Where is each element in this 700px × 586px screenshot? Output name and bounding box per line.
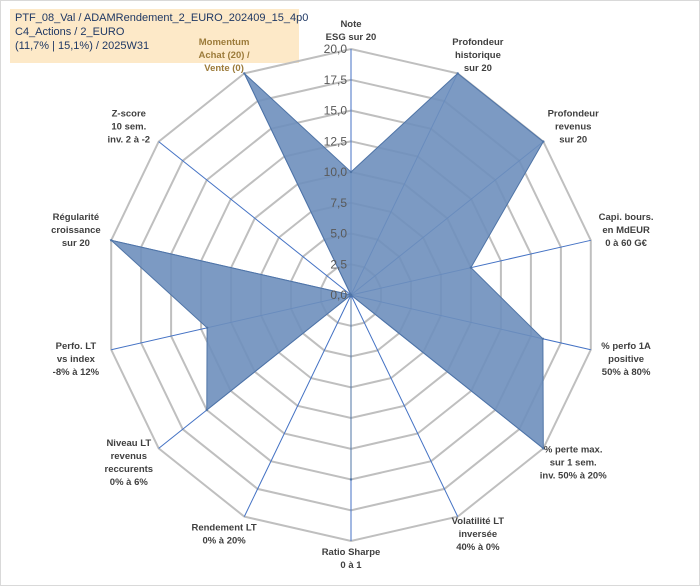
axis-label-12: Z-score 10 sem. inv. 2 à -2 <box>108 109 151 146</box>
axis-label-line: historique <box>455 50 501 61</box>
axis-label-7: Ratio Sharpe 0 à 1 <box>322 547 381 571</box>
tick-label-0: 0,0 <box>330 288 347 302</box>
axis-label-line: Profondeur <box>548 109 599 120</box>
axis-label-9: Niveau LT revenus reccurents 0% à 6% <box>105 438 154 488</box>
data-point-5 <box>542 447 545 450</box>
axis-label-1: Profondeur historique sur 20 <box>452 37 503 74</box>
axis-label-13: Momentum Achat (20) / Vente (0) <box>198 37 250 74</box>
tick-label-1: 2,5 <box>330 257 347 271</box>
axis-label-line: % perte max. <box>544 444 603 455</box>
axis-label-line: Note <box>340 19 361 30</box>
axis-label-line: 0% à 6% <box>110 477 149 488</box>
data-point-10 <box>205 326 209 329</box>
axis-label-line: Régularité <box>53 212 99 223</box>
axis-label-8: Rendement LT 0% à 20% <box>191 522 256 546</box>
data-point-12 <box>349 293 353 297</box>
axis-label-line: inversée <box>459 529 498 540</box>
axis-label-line: Achat (20) / <box>198 50 250 61</box>
axis-label-line: Profondeur <box>452 37 503 48</box>
tick-label-7: 17,5 <box>324 73 348 87</box>
axis-label-line: vs index <box>57 354 96 365</box>
axis-label-line: revenus <box>111 451 147 462</box>
data-point-7 <box>349 478 353 481</box>
axis-spoke-12 <box>158 141 352 296</box>
axis-label-line: revenus <box>555 122 591 133</box>
data-point-4 <box>541 337 545 340</box>
axis-spoke-8 <box>243 294 352 517</box>
title-line-portfolio: PTF_08_Val / ADAMRendement_2_EURO_202409… <box>15 12 309 24</box>
axis-label-line: Capi. bours. <box>599 212 654 223</box>
axis-label-11: Régularité croissance sur 20 <box>51 212 101 249</box>
axis-label-10: Perfo. LT vs index -8% à 12% <box>53 341 100 378</box>
axis-label-line: Z-score <box>112 109 146 120</box>
axis-label-line: 0 à 60 G€ <box>605 238 647 249</box>
tick-label-3: 7,5 <box>330 196 347 210</box>
axis-label-4: % perfo 1A positive 50% à 80% <box>601 341 651 378</box>
axis-label-line: sur 20 <box>464 63 492 74</box>
axis-label-line: croissance <box>51 225 101 236</box>
tick-label-5: 12,5 <box>324 134 348 148</box>
axis-label-line: reccurents <box>105 464 154 475</box>
axis-label-5: % perte max. sur 1 sem. inv. 50% à 20% <box>540 444 607 481</box>
axis-label-line: inv. 2 à -2 <box>108 135 151 146</box>
axis-label-line: ESG sur 20 <box>326 32 377 43</box>
tick-label-8: 20,0 <box>324 42 348 56</box>
axis-label-line: en MdEUR <box>602 225 650 236</box>
data-point-3 <box>469 266 473 269</box>
axis-label-line: 0% à 20% <box>202 535 246 546</box>
axis-label-line: Ratio Sharpe <box>322 547 381 558</box>
tick-label-4: 10,0 <box>324 165 348 179</box>
tick-label-2: 5,0 <box>330 227 347 241</box>
axis-label-line: Vente (0) <box>204 63 244 74</box>
data-point-0 <box>349 170 353 174</box>
data-point-1 <box>456 72 459 75</box>
axis-label-line: sur 1 sem. <box>550 457 597 468</box>
axis-label-line: 10 sem. <box>111 122 146 133</box>
chart-title-box: PTF_08_Val / ADAMRendement_2_EURO_202409… <box>10 9 309 63</box>
title-line-stats: (11,7% | 15,1%) / 2025W31 <box>15 40 150 52</box>
axis-label-line: 0 à 1 <box>340 560 362 571</box>
axis-spoke-6 <box>350 294 459 517</box>
axis-label-line: Momentum <box>199 37 250 48</box>
axis-label-line: sur 20 <box>62 238 90 249</box>
axis-label-line: Rendement LT <box>191 522 256 533</box>
axis-label-line: -8% à 12% <box>53 367 100 378</box>
title-line-category: C4_Actions / 2_EURO <box>15 26 125 38</box>
axis-label-line: 40% à 0% <box>456 542 500 553</box>
axis-label-line: 50% à 80% <box>602 367 651 378</box>
axis-label-2: Profondeur revenus sur 20 <box>548 109 599 146</box>
data-point-11 <box>110 239 113 242</box>
axis-label-line: positive <box>608 354 644 365</box>
axis-label-0: Note ESG sur 20 <box>326 19 377 43</box>
axis-label-line: Volatilité LT <box>452 516 505 527</box>
data-point-2 <box>542 140 545 143</box>
tick-label-6: 15,0 <box>324 104 348 118</box>
axis-label-6: Volatilité LT inversée 40% à 0% <box>452 516 505 553</box>
series-area-0 <box>109 72 544 480</box>
axis-label-3: Capi. bours. en MdEUR 0 à 60 G€ <box>599 212 654 249</box>
axis-label-line: sur 20 <box>559 135 587 146</box>
data-point-13 <box>243 72 246 75</box>
axis-label-line: Niveau LT <box>106 438 151 449</box>
data-point-9 <box>205 408 208 412</box>
axis-label-line: % perfo 1A <box>601 341 651 352</box>
axis-label-line: inv. 50% à 20% <box>540 470 607 481</box>
axis-label-line: Perfo. LT <box>56 341 97 352</box>
